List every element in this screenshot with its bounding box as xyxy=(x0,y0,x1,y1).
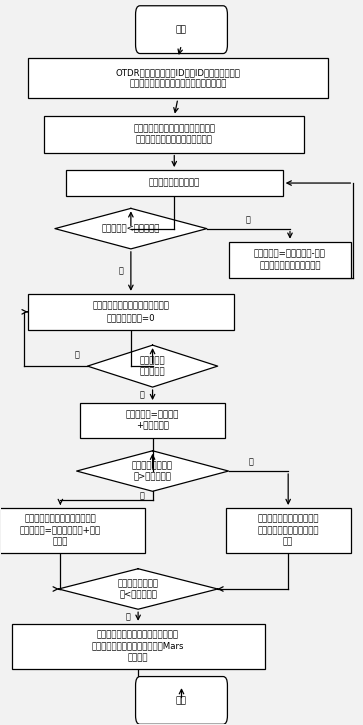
Polygon shape xyxy=(87,345,218,387)
Text: 按顺序取出光缆段点资源经纬度、
类型已计算长度=0: 按顺序取出光缆段点资源经纬度、 类型已计算长度=0 xyxy=(93,302,169,322)
Text: 故障点位于该相邻资源间，利用公式
计算故障点地理坐标，并转化为Mars
坐标显示: 故障点位于该相邻资源间，利用公式 计算故障点地理坐标，并转化为Mars 坐标显示 xyxy=(92,630,184,662)
Text: 已计算长度=预留长度
+已计算长度: 已计算长度=预留长度 +已计算长度 xyxy=(126,410,179,431)
Text: 故障点距测试点长
度>已计算长度: 故障点距测试点长 度>已计算长度 xyxy=(132,461,173,481)
FancyBboxPatch shape xyxy=(12,624,265,668)
Text: 光缆段点资
源是否预留: 光缆段点资 源是否预留 xyxy=(140,356,166,376)
Polygon shape xyxy=(58,568,218,609)
Text: 故障在预留内，故障点为预
留内同方向的故障距测试点
长度: 故障在预留内，故障点为预 留内同方向的故障距测试点 长度 xyxy=(257,515,319,547)
Text: 通过路由表、路由光缆关系查找路由
连接的光缆段、方向、光缆段长度: 通过路由表、路由光缆关系查找路由 连接的光缆段、方向、光缆段长度 xyxy=(133,125,215,145)
Text: 按顺序取出光缆段长度: 按顺序取出光缆段长度 xyxy=(148,178,200,188)
Text: 是: 是 xyxy=(118,267,123,276)
Polygon shape xyxy=(55,208,207,249)
Text: 故障点长度=故障点长度-该缆
段长度，查找下一条光缆段: 故障点长度=故障点长度-该缆 段长度，查找下一条光缆段 xyxy=(254,249,326,270)
Text: 故障点长度<光缆段长度: 故障点长度<光缆段长度 xyxy=(102,224,160,233)
FancyBboxPatch shape xyxy=(66,170,283,196)
Text: 是: 是 xyxy=(126,612,130,621)
Text: 是: 是 xyxy=(140,391,145,399)
Text: 是: 是 xyxy=(140,491,145,500)
FancyBboxPatch shape xyxy=(28,294,234,330)
Text: 故障点距测试点长
度<已计算长度: 故障点距测试点长 度<已计算长度 xyxy=(118,579,159,599)
FancyBboxPatch shape xyxy=(28,58,328,99)
Text: OTDR测试模块获得站ID、箱ID、槽位号、通道
号、故障点距离测试点长度和测试路由长度: OTDR测试模块获得站ID、箱ID、槽位号、通道 号、故障点距离测试点长度和测试… xyxy=(115,68,240,88)
Text: 按顺序计算相邻两点资源的距离
已计算长度=点资源间距离+已计
算长度: 按顺序计算相邻两点资源的距离 已计算长度=点资源间距离+已计 算长度 xyxy=(20,515,101,547)
Text: 开始: 开始 xyxy=(176,25,187,34)
FancyBboxPatch shape xyxy=(80,403,225,438)
Text: 否: 否 xyxy=(246,215,251,225)
FancyBboxPatch shape xyxy=(0,508,145,552)
FancyBboxPatch shape xyxy=(229,241,351,278)
FancyBboxPatch shape xyxy=(44,117,305,153)
Text: 否: 否 xyxy=(74,351,79,360)
FancyBboxPatch shape xyxy=(135,6,228,54)
FancyBboxPatch shape xyxy=(135,676,228,724)
Polygon shape xyxy=(77,451,229,492)
Text: 结束: 结束 xyxy=(176,696,187,705)
FancyBboxPatch shape xyxy=(226,508,351,552)
Text: 否: 否 xyxy=(249,458,253,467)
